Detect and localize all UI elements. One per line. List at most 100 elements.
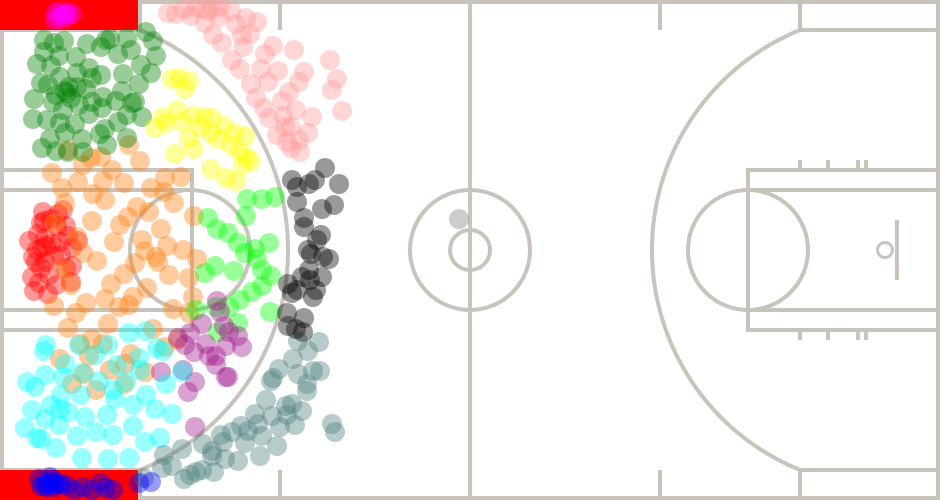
shot-point xyxy=(294,208,314,228)
shot-point xyxy=(231,416,251,436)
shot-point xyxy=(22,267,42,287)
shot-point xyxy=(256,390,276,410)
shot-point xyxy=(45,10,65,30)
shot-point xyxy=(71,385,91,405)
shot-point xyxy=(322,80,342,100)
right-free-throw-circle xyxy=(686,188,810,312)
shot-point xyxy=(287,177,307,197)
shot-point xyxy=(267,436,287,456)
shot-point xyxy=(226,14,246,34)
shot-point xyxy=(27,428,47,448)
shot-point xyxy=(82,92,102,112)
shot-point xyxy=(79,58,99,78)
shot-point xyxy=(27,240,47,260)
shot-point xyxy=(449,209,469,229)
shot-point xyxy=(310,361,330,381)
shot-point xyxy=(141,472,161,492)
shot-point xyxy=(208,129,228,149)
shot-point xyxy=(289,72,309,92)
shot-point xyxy=(52,474,72,494)
shot-point xyxy=(235,243,255,263)
shot-point xyxy=(117,128,137,148)
shot-point xyxy=(40,467,60,487)
shot-point xyxy=(75,407,95,427)
shot-point xyxy=(86,380,106,400)
shot-point xyxy=(58,402,78,422)
shot-point xyxy=(208,322,228,342)
shot-point xyxy=(329,174,349,194)
shot-point xyxy=(123,416,143,436)
shot-point xyxy=(103,480,123,500)
shot-point xyxy=(270,417,290,437)
shot-point xyxy=(179,71,199,91)
left-paint-inner xyxy=(0,188,194,312)
shot-point xyxy=(136,321,156,341)
shot-point xyxy=(91,473,111,493)
shot-point xyxy=(191,118,211,138)
shot-point xyxy=(27,54,47,74)
shot-point xyxy=(206,346,226,366)
shot-point xyxy=(267,125,287,145)
shot-point xyxy=(73,243,93,263)
shot-point xyxy=(240,24,260,44)
shot-point xyxy=(311,225,331,245)
shot-point xyxy=(116,372,136,392)
shot-point xyxy=(62,374,82,394)
shot-point xyxy=(61,88,81,108)
shot-point xyxy=(153,341,173,361)
shot-point xyxy=(89,371,109,391)
shot-point xyxy=(95,289,115,309)
shot-point xyxy=(34,341,54,361)
shot-point xyxy=(219,297,239,317)
shot-point xyxy=(192,314,212,334)
shot-point xyxy=(198,208,218,228)
shot-point xyxy=(150,428,170,448)
shot-point xyxy=(119,323,139,343)
shot-point xyxy=(47,216,67,236)
shot-point xyxy=(292,267,312,287)
shot-point xyxy=(286,100,306,120)
shot-point xyxy=(298,341,318,361)
shot-point xyxy=(56,216,76,236)
shot-point xyxy=(151,219,171,239)
shot-point xyxy=(202,108,222,128)
shot-point xyxy=(135,362,155,382)
shot-point xyxy=(23,109,43,129)
shot-point xyxy=(23,247,43,267)
shot-point xyxy=(154,445,174,465)
shot-point xyxy=(179,303,199,323)
shot-point xyxy=(250,446,270,466)
shot-point xyxy=(56,2,76,22)
left-three-point-line xyxy=(2,28,291,472)
shot-point xyxy=(172,439,192,459)
shot-point xyxy=(298,240,318,260)
shot-point xyxy=(212,33,232,53)
shot-point xyxy=(236,147,256,167)
shot-point xyxy=(294,217,314,237)
shot-point xyxy=(49,46,69,66)
shot-point xyxy=(87,251,107,271)
left-corner-three-zone xyxy=(0,0,138,30)
shot-point xyxy=(278,274,298,294)
shot-point xyxy=(42,473,62,493)
shot-point xyxy=(158,3,178,23)
shot-point xyxy=(135,432,155,452)
shot-point xyxy=(247,249,267,269)
shot-point xyxy=(277,132,297,152)
shot-point xyxy=(76,293,96,313)
shot-point xyxy=(74,364,94,384)
shot-point xyxy=(68,231,88,251)
shot-point xyxy=(41,395,61,415)
shot-point xyxy=(202,441,222,461)
shot-point xyxy=(143,319,163,339)
shot-point xyxy=(283,349,303,369)
shot-point xyxy=(174,469,194,489)
shot-point xyxy=(77,34,97,54)
shot-point xyxy=(236,8,256,28)
shot-point xyxy=(132,107,152,127)
shot-point xyxy=(201,123,221,143)
shot-point xyxy=(297,381,317,401)
shot-point xyxy=(300,270,320,290)
shot-point xyxy=(154,182,174,202)
shot-point xyxy=(173,240,193,260)
